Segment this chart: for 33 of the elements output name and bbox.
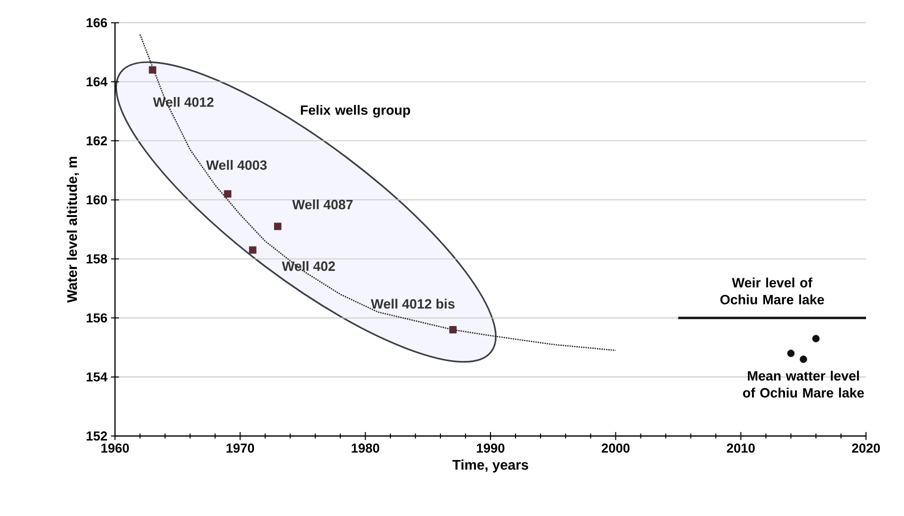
- point: [449, 326, 457, 334]
- point: [800, 356, 808, 363]
- x-tick-label: 1960: [101, 444, 129, 453]
- series-label: Weir level of Ochiu Mare lake: [720, 278, 824, 304]
- annotation: Felix wells group: [300, 104, 410, 118]
- x-tick-label: 2020: [852, 444, 880, 453]
- point: [249, 246, 256, 254]
- x-axis-title: Time, years: [452, 460, 528, 473]
- x-tick-label: 1970: [226, 444, 254, 453]
- annotation: Well 4003: [206, 160, 267, 170]
- series-label: Mean watter level of Ochiu Mare lake: [743, 370, 864, 398]
- x-tick-label: 1980: [352, 444, 380, 453]
- y-tick-label: 164: [86, 77, 108, 86]
- x-tick-label: 2010: [726, 444, 755, 453]
- point: [812, 334, 820, 342]
- y-tick-label: 160: [86, 195, 107, 204]
- point: [274, 222, 282, 230]
- line-series: [139, 34, 616, 352]
- y-tick-label: 152: [86, 431, 107, 441]
- y-tick-label: 166: [86, 18, 108, 28]
- x-tick-label: 2000: [602, 444, 630, 453]
- y-tick-label: 154: [86, 372, 108, 382]
- annotation: Well 4087: [292, 199, 353, 210]
- y-axis-title: Water level altitude, m: [66, 156, 80, 303]
- y-tick-label: 158: [86, 254, 108, 264]
- point: [787, 350, 795, 358]
- y-tick-label: 156: [86, 313, 108, 322]
- annotation: Well 4012 bis: [370, 298, 455, 309]
- point: [148, 66, 156, 74]
- annotation: Well 4012: [153, 96, 214, 107]
- y-tick-label: 162: [86, 136, 107, 146]
- point: [224, 190, 232, 198]
- x-tick-label: 1990: [476, 444, 504, 453]
